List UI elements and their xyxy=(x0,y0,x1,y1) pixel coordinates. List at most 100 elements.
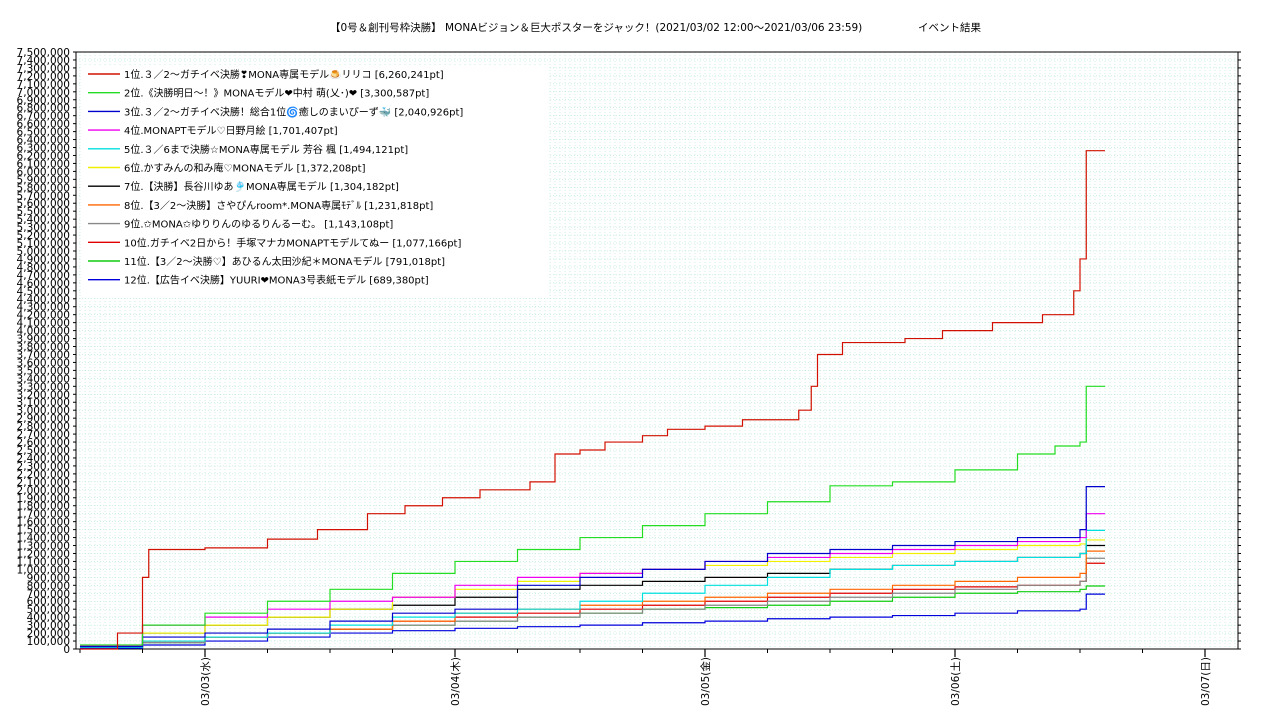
y-tick-label: 1,800,000 xyxy=(17,501,70,513)
y-tick-label: 2,000,000 xyxy=(17,485,70,497)
series-lines xyxy=(80,150,1105,650)
legend-label: 2位.《決勝明日〜！》MONAモデル❤中村 萌(乂･)❤ [3,300,587p… xyxy=(124,87,429,100)
y-tick-label: 100,000 xyxy=(27,636,70,648)
chart-title: 【0号＆創刊号枠決勝】 MONAビジョン＆巨大ポスターをジャック！(2021/0… xyxy=(330,21,862,34)
y-tick-label: 4,200,000 xyxy=(17,310,70,322)
series-line xyxy=(80,593,1105,649)
x-tick-label: 03/07(日) xyxy=(1200,657,1212,706)
y-tick-label: 4,500,000 xyxy=(17,286,70,298)
legend: 1位.３／2〜ガチイベ決勝❣MONA専属モデル🍮リリコ [6,260,241pt… xyxy=(82,66,548,299)
y-tick-label: 200,000 xyxy=(27,628,70,640)
y-tick-label: 5,900,000 xyxy=(17,174,70,186)
y-tick-label: 6,100,000 xyxy=(17,158,70,170)
y-tick-label: 1,400,000 xyxy=(17,533,70,545)
y-tick-label: 7,000,000 xyxy=(17,87,70,99)
series-line xyxy=(80,529,1105,649)
y-tick-label: 5,600,000 xyxy=(17,198,70,210)
y-tick-label: 6,700,000 xyxy=(17,111,70,123)
y-tick-label: 5,500,000 xyxy=(17,206,70,218)
x-axis: 03/03(水) 03/04(木) 03/05(金) 03/06(土) 03/07(日) xyxy=(79,649,1212,706)
legend-box xyxy=(82,66,548,299)
y-tick-label: 3,800,000 xyxy=(17,342,70,354)
chart-subtitle: イベント結果 xyxy=(918,21,981,34)
y-tick-label: 2,500,000 xyxy=(17,445,70,457)
y-tick-label: 800,000 xyxy=(27,580,70,592)
y-tick-label: 2,300,000 xyxy=(17,461,70,473)
y-tick-label: 2,100,000 xyxy=(17,477,70,489)
y-tick-label: 2,400,000 xyxy=(17,453,70,465)
y-tick-label: 2,700,000 xyxy=(17,429,70,441)
x-tick-label: 03/06(土) xyxy=(949,657,962,706)
y-tick-label: 7,300,000 xyxy=(17,63,70,75)
legend-label: 11位.【3／2〜決勝♡】あひるん太田沙紀＊MONAモデル [791,018pt… xyxy=(124,255,445,268)
y-tick-label: 3,000,000 xyxy=(17,405,70,417)
y-tick-label: 700,000 xyxy=(27,588,70,600)
y-tick-label: 1,200,000 xyxy=(17,548,70,560)
legend-label: 1位.３／2〜ガチイベ決勝❣MONA専属モデル🍮リリコ [6,260,241pt… xyxy=(124,68,444,81)
series-line xyxy=(80,557,1105,649)
series-line xyxy=(80,385,1105,646)
y-tick-label: 0 xyxy=(63,644,70,656)
legend-label: 6位.かすみんの和み庵♡MONAモデル [1,372,208pt] xyxy=(124,162,366,175)
y-tick-label: 4,900,000 xyxy=(17,254,70,266)
y-tick-label: 4,700,000 xyxy=(17,270,70,282)
y-tick-label: 1,900,000 xyxy=(17,493,70,505)
y-tick-label: 7,500,000 xyxy=(17,47,70,59)
y-tick-label: 4,100,000 xyxy=(17,318,70,330)
y-tick-label: 600,000 xyxy=(27,596,70,608)
legend-label: 12位.【広告イベ決勝】YUURI❤MONA3号表紙モデル [689,380pt… xyxy=(124,274,429,287)
y-tick-label: 5,400,000 xyxy=(17,214,70,226)
y-tick-label: 4,400,000 xyxy=(17,294,70,306)
y-tick-label: 4,000,000 xyxy=(17,326,70,338)
y-tick-label: 6,300,000 xyxy=(17,143,70,155)
y-tick-label: 1,300,000 xyxy=(17,541,70,553)
x-tick-label: 03/03(水) xyxy=(200,657,212,706)
x-tick-label: 03/04(木) xyxy=(450,657,462,706)
y-tick-label: 1,500,000 xyxy=(17,525,70,537)
y-axis: 0100,000200,000300,000400,000500,000600,… xyxy=(17,47,1241,656)
y-tick-label: 2,900,000 xyxy=(17,413,70,425)
y-tick-label: 3,200,000 xyxy=(17,389,70,401)
y-tick-label: 5,300,000 xyxy=(17,222,70,234)
y-tick-label: 6,000,000 xyxy=(17,166,70,178)
legend-label: 9位.✩MONA✩ゆりりんのゆるりんるーむ。 [1,143,108pt] xyxy=(124,218,393,231)
series-line xyxy=(80,513,1105,647)
y-tick-label: 3,300,000 xyxy=(17,381,70,393)
y-tick-label: 1,600,000 xyxy=(17,517,70,529)
y-tick-label: 5,800,000 xyxy=(17,182,70,194)
legend-label: 3位.３／2〜ガチイベ決勝！総合1位🌀癒しのまいぴーず🐳 [2,040,926p… xyxy=(124,105,463,118)
y-tick-label: 2,800,000 xyxy=(17,421,70,433)
legend-label: 4位.MONAPTモデル♡日野月絵 [1,701,407pt] xyxy=(124,124,338,137)
y-tick-label: 3,700,000 xyxy=(17,349,70,361)
y-tick-label: 5,200,000 xyxy=(17,230,70,242)
y-tick-label: 4,600,000 xyxy=(17,278,70,290)
legend-label: 8位.【3／2〜決勝】さやぴんroom*.MONA専属ﾓﾃﾞﾙ [1,231,8… xyxy=(124,199,433,212)
y-tick-label: 6,800,000 xyxy=(17,103,70,115)
y-tick-label: 7,400,000 xyxy=(17,55,70,67)
y-tick-label: 4,300,000 xyxy=(17,302,70,314)
y-tick-label: 3,400,000 xyxy=(17,373,70,385)
y-tick-label: 500,000 xyxy=(27,604,70,616)
legend-label: 10位.ガチイベ2日から！手塚マナカMONAPTモデルてぬー [1,077,16… xyxy=(124,236,461,249)
y-tick-label: 3,600,000 xyxy=(17,357,70,369)
x-tick-label: 03/05(金) xyxy=(699,657,712,706)
y-tick-label: 6,200,000 xyxy=(17,150,70,162)
y-tick-label: 6,600,000 xyxy=(17,119,70,131)
y-tick-label: 7,200,000 xyxy=(17,71,70,83)
y-tick-label: 3,900,000 xyxy=(17,334,70,346)
series-line xyxy=(80,486,1105,648)
series-line xyxy=(80,150,1105,650)
y-tick-label: 5,100,000 xyxy=(17,238,70,250)
y-tick-label: 300,000 xyxy=(27,620,70,632)
y-tick-label: 900,000 xyxy=(27,572,70,584)
legend-label: 7位.【決勝】長谷川ゆあ🎐MONA専属モデル [1,304,182pt] xyxy=(124,180,399,193)
y-tick-label: 1,700,000 xyxy=(17,509,70,521)
y-tick-label: 2,600,000 xyxy=(17,437,70,449)
y-tick-label: 5,000,000 xyxy=(17,246,70,258)
y-tick-label: 1,000,000 xyxy=(17,564,70,576)
y-tick-label: 3,100,000 xyxy=(17,397,70,409)
y-tick-label: 3,500,000 xyxy=(17,365,70,377)
y-tick-label: 4,800,000 xyxy=(17,262,70,274)
legend-label: 5位.３／6まで決勝☆MONA専属モデル 芳谷 楓 [1,494,121pt] xyxy=(124,143,408,156)
